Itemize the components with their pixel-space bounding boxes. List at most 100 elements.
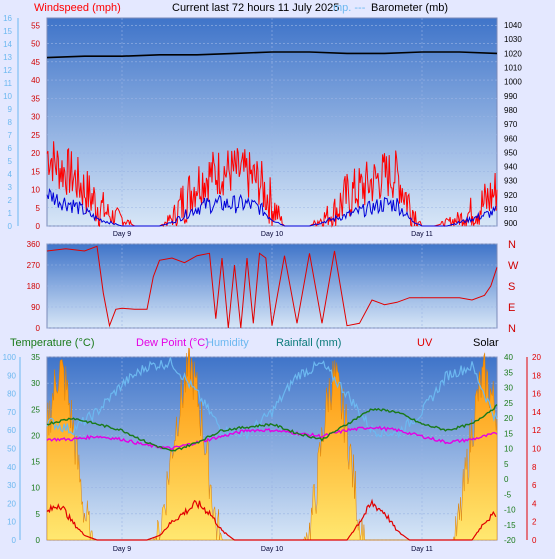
dewpoint-line <box>46 425 498 451</box>
humidity-legend: Humidity <box>206 337 249 349</box>
y-right-tick-label: 1000 <box>504 78 522 87</box>
y-left-tick-label: 0 <box>36 536 41 545</box>
y-outer-tick-label: 16 <box>3 14 12 23</box>
direction-tick-label: 360 <box>27 240 41 249</box>
direction-tick-label: 90 <box>31 303 40 312</box>
y-right-tick-label: 950 <box>504 148 518 157</box>
overlap-legend-text: mp. --- <box>333 2 366 14</box>
uv-line <box>46 498 497 541</box>
y-left-tick-label: 30 <box>31 379 40 388</box>
humidity-tick-label: 90 <box>7 371 16 380</box>
y-right-tick-label: 10 <box>504 445 513 454</box>
x-tick-label: Day 11 <box>411 231 433 238</box>
temp-plot-area <box>46 356 498 541</box>
y-outer-tick-label: 6 <box>8 144 13 153</box>
y-right-tick-label: 910 <box>504 205 518 214</box>
chart-title: Current last 72 hours 11 July 2025 <box>172 2 339 14</box>
uv-tick-label: 6 <box>532 481 537 490</box>
x-tick-label: Day 11 <box>411 546 433 553</box>
y-left-tick-label: 50 <box>31 40 40 49</box>
rainfall-legend: Rainfall (mm) <box>276 337 341 349</box>
direction-series <box>46 245 498 329</box>
x-tick-label: Day 10 <box>261 231 283 238</box>
uv-tick-label: 18 <box>532 371 541 380</box>
y-left-tick-label: 55 <box>31 21 40 30</box>
humidity-tick-label: 80 <box>7 390 16 399</box>
y-outer-tick-label: 3 <box>8 183 13 192</box>
wind-series <box>46 51 498 228</box>
direction-tick-label: 270 <box>27 261 41 270</box>
uv-tick-label: 12 <box>532 426 541 435</box>
y-right-tick-label: -15 <box>504 521 516 530</box>
average-wind-line <box>46 187 497 227</box>
temperature-line <box>46 404 498 452</box>
temperature-legend: Temperature (°C) <box>10 337 94 349</box>
uv-tick-label: 4 <box>532 499 537 508</box>
y-right-tick-label: -20 <box>504 536 516 545</box>
compass-tick-label: W <box>508 260 519 272</box>
dewpoint-legend: Dew Point (°C) <box>136 337 209 349</box>
temp-series <box>46 347 498 541</box>
uv-tick-label: 0 <box>532 536 537 545</box>
direction-tick-label: 0 <box>36 324 41 333</box>
y-right-tick-label: 1040 <box>504 21 522 30</box>
y-left-tick-label: 15 <box>31 167 40 176</box>
uv-legend: UV <box>417 337 433 349</box>
y-right-tick-label: 30 <box>504 384 513 393</box>
y-left-tick-label: 5 <box>36 204 41 213</box>
y-left-tick-label: 25 <box>31 131 40 140</box>
uv-tick-label: 20 <box>532 353 541 362</box>
y-outer-tick-label: 15 <box>3 27 12 36</box>
humidity-tick-label: 70 <box>7 408 16 417</box>
y-right-tick-label: 5 <box>504 460 509 469</box>
direction-line <box>46 245 498 329</box>
humidity-tick-label: 30 <box>7 481 16 490</box>
y-left-tick-label: 45 <box>31 58 40 67</box>
compass-tick-label: S <box>508 281 515 293</box>
y-left-tick-label: 15 <box>31 458 40 467</box>
y-outer-tick-label: 4 <box>8 170 13 179</box>
y-right-tick-label: 1020 <box>504 49 522 58</box>
y-outer-tick-label: 2 <box>8 196 13 205</box>
barometer-legend: Barometer (mb) <box>371 2 448 14</box>
humidity-tick-label: 10 <box>7 518 16 527</box>
y-left-tick-label: 10 <box>31 484 40 493</box>
y-left-tick-label: 20 <box>31 431 40 440</box>
uv-tick-label: 2 <box>532 518 537 527</box>
y-right-tick-label: -10 <box>504 506 516 515</box>
y-right-tick-label: 40 <box>504 353 513 362</box>
y-right-tick-label: 25 <box>504 399 513 408</box>
uv-tick-label: 8 <box>532 463 537 472</box>
y-right-tick-label: 1030 <box>504 35 522 44</box>
y-right-tick-label: 1010 <box>504 64 522 73</box>
y-left-tick-label: 30 <box>31 113 40 122</box>
humidity-tick-label: 40 <box>7 463 16 472</box>
x-tick-label: Day 10 <box>261 546 283 553</box>
humidity-tick-label: 100 <box>3 353 17 362</box>
y-outer-tick-label: 13 <box>3 53 12 62</box>
windspeed-legend: Windspeed (mph) <box>34 2 121 14</box>
uv-tick-label: 14 <box>532 408 541 417</box>
direction-grid <box>47 243 497 329</box>
barometer-line <box>46 51 498 59</box>
y-outer-tick-label: 14 <box>3 40 12 49</box>
direction-tick-label: 180 <box>27 282 41 291</box>
compass-tick-label: E <box>508 302 515 314</box>
y-outer-tick-label: 8 <box>8 118 13 127</box>
y-right-tick-label: 960 <box>504 134 518 143</box>
y-right-tick-label: 900 <box>504 219 518 228</box>
y-left-tick-label: 25 <box>31 405 40 414</box>
y-outer-tick-label: 12 <box>3 66 12 75</box>
y-outer-tick-label: 11 <box>4 79 13 88</box>
humidity-tick-label: 0 <box>12 536 17 545</box>
direction-axes: 0 N 90 E 180 S 270 W 360 N <box>27 239 519 335</box>
y-right-tick-label: 970 <box>504 120 518 129</box>
y-outer-tick-label: 7 <box>8 131 13 140</box>
y-right-tick-label: 0 <box>504 475 509 484</box>
humidity-line <box>46 357 498 440</box>
y-right-tick-label: 15 <box>504 429 513 438</box>
x-tick-label: Day 9 <box>113 546 131 553</box>
